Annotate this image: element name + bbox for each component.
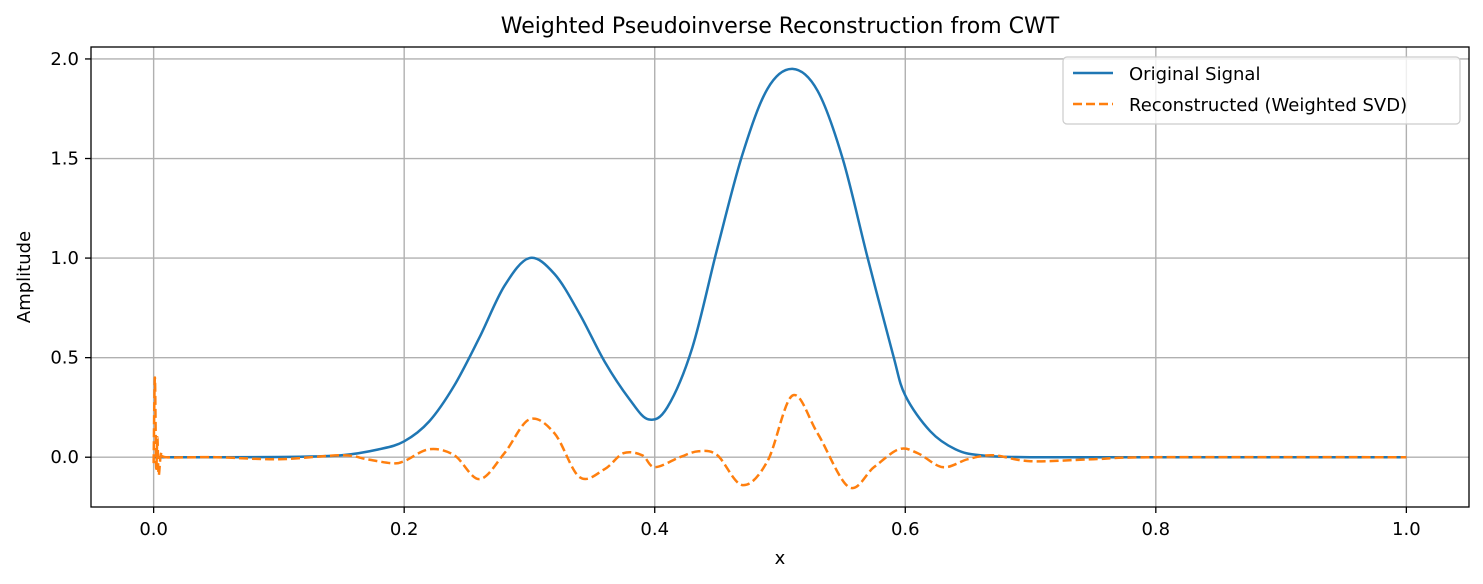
y-tick-label: 1.5 <box>50 149 79 170</box>
y-tick-label: 0.5 <box>50 348 79 369</box>
legend: Original Signal Reconstructed (Weighted … <box>1062 56 1461 125</box>
x-tick-label: 0.8 <box>1141 519 1170 540</box>
x-tick-label: 1.0 <box>1392 519 1421 540</box>
series-line-0 <box>153 67 1407 459</box>
ticks: 0.0 0.2 0.4 0.6 0.8 1.0 0.0 0.5 1.0 1.5 2.0 <box>50 49 1420 540</box>
legend-box <box>1062 56 1461 125</box>
x-tick-label: 0.6 <box>891 519 920 540</box>
plot-frame <box>90 46 1470 508</box>
series-line-1 <box>152 376 1407 490</box>
y-tick-label: 2.0 <box>50 49 79 70</box>
x-tick-label: 0.0 <box>139 519 168 540</box>
y-tick-label: 0.0 <box>50 447 79 468</box>
chart-title: Weighted Pseudoinverse Reconstruction fr… <box>501 14 1060 39</box>
y-tick-label: 1.0 <box>50 248 79 269</box>
x-axis-label: x <box>775 548 786 569</box>
legend-label-original-signal: Original Signal <box>1129 64 1260 85</box>
series-layer <box>152 67 1407 490</box>
x-tick-label: 0.2 <box>390 519 419 540</box>
y-axis-label: Amplitude <box>14 231 35 323</box>
x-tick-label: 0.4 <box>640 519 669 540</box>
legend-label-reconstructed: Reconstructed (Weighted SVD) <box>1129 95 1407 116</box>
